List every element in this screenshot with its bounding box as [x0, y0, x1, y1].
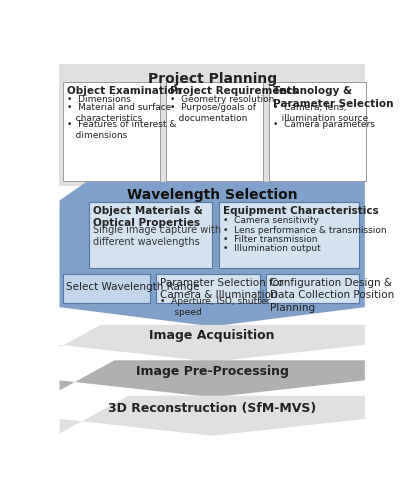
- Text: Project Requirements: Project Requirements: [170, 86, 297, 96]
- Text: Image Pre-Processing: Image Pre-Processing: [135, 364, 288, 378]
- Bar: [219, 202, 358, 268]
- Bar: [166, 82, 262, 181]
- Text: Single image capture with
different wavelengths: Single image capture with different wave…: [93, 225, 221, 247]
- Text: Project Planning: Project Planning: [147, 72, 276, 86]
- Text: Technology &
Parameter Selection: Technology & Parameter Selection: [272, 86, 392, 108]
- Text: •  Camera, lens,
   illumination source: • Camera, lens, illumination source: [272, 103, 367, 123]
- Text: •  Material and surface
   characteristics: • Material and surface characteristics: [67, 103, 171, 123]
- Text: •  Geometry resolution: • Geometry resolution: [170, 94, 274, 104]
- Text: Image Acquisition: Image Acquisition: [149, 329, 274, 342]
- Text: Parameter Selection for
Camera & Illumination: Parameter Selection for Camera & Illumin…: [159, 278, 282, 300]
- Text: •  Features of interest &
   dimensions: • Features of interest & dimensions: [67, 120, 176, 140]
- Text: Select Wavelength Range: Select Wavelength Range: [66, 282, 199, 292]
- Text: Object Examination: Object Examination: [67, 86, 182, 96]
- Text: •  Illumination output: • Illumination output: [223, 244, 320, 253]
- Bar: [268, 82, 365, 181]
- Text: Equipment Characteristics: Equipment Characteristics: [223, 206, 378, 216]
- Text: Object Materials &
Optical Properties: Object Materials & Optical Properties: [93, 206, 202, 228]
- Text: •  Purpose/goals of
   documentation: • Purpose/goals of documentation: [170, 103, 256, 123]
- Text: •  Aperture, ISO, shutter
     speed: • Aperture, ISO, shutter speed: [159, 297, 269, 318]
- Bar: [155, 274, 259, 302]
- Polygon shape: [59, 182, 364, 326]
- Bar: [59, 64, 364, 186]
- Text: •  Dimensions: • Dimensions: [67, 94, 131, 104]
- Text: •  Camera sensitivity: • Camera sensitivity: [223, 216, 318, 226]
- Bar: [63, 82, 159, 181]
- Bar: [266, 274, 358, 302]
- Polygon shape: [59, 325, 364, 362]
- Text: •  Filter transmission: • Filter transmission: [223, 235, 317, 244]
- Polygon shape: [59, 360, 364, 398]
- Text: •  Camera parameters: • Camera parameters: [272, 120, 374, 129]
- Text: •  Lens performance & transmission: • Lens performance & transmission: [223, 226, 386, 234]
- Bar: [89, 202, 211, 268]
- Text: 3D Reconstruction (SfM-MVS): 3D Reconstruction (SfM-MVS): [108, 402, 316, 414]
- Bar: [62, 274, 149, 302]
- Polygon shape: [59, 396, 364, 436]
- Text: Configuration Design &
Data Collection Position
Planning: Configuration Design & Data Collection P…: [270, 278, 394, 312]
- Text: Wavelength Selection: Wavelength Selection: [126, 188, 297, 202]
